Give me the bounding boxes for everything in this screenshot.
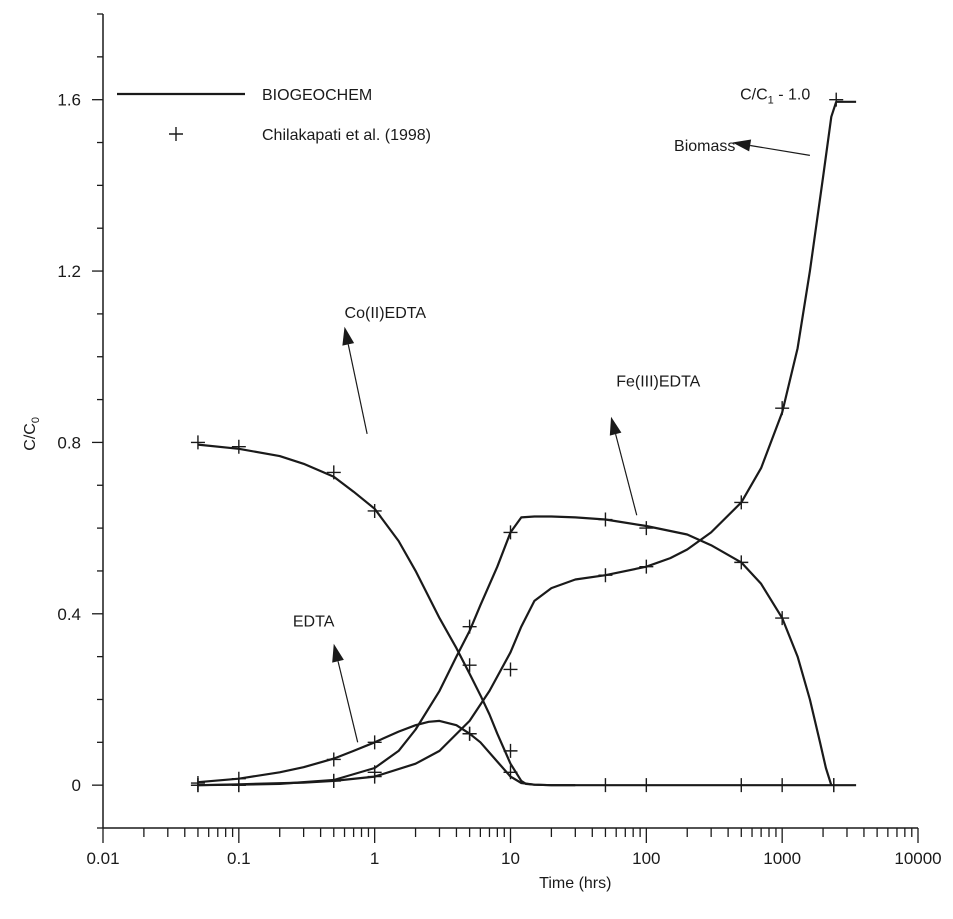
edta-arrow-head (332, 643, 344, 663)
y-tick-label: 1.2 (57, 262, 81, 281)
co-ii-edta-arrow-shaft (347, 344, 368, 434)
biomass-observed-point (829, 92, 844, 107)
model-curves (197, 100, 857, 787)
x-ticks: 0.01 0.1 1 10 100 1000 10000 (86, 828, 942, 868)
co-ii-edta-observed-point (367, 503, 382, 518)
co-ii-edta-annotation-label: Co(II)EDTA (345, 305, 427, 322)
fe-iii-edta-observed-point (734, 555, 749, 570)
x-tick-label: 1000 (763, 849, 801, 868)
legend-plus-marker (169, 127, 183, 141)
legend-item-model: BIOGEOCHEM (262, 87, 372, 104)
observed-points (190, 92, 844, 793)
edta-observed-point (598, 778, 613, 793)
co-ii-edta-arrow-head (342, 326, 355, 346)
biomass-observed-point (598, 568, 613, 583)
top-right-label-main: C/C (740, 87, 768, 104)
x-tick-label: 0.1 (227, 849, 251, 868)
x-tick-label: 0.01 (86, 849, 119, 868)
y-ticks: 0 0.4 0.8 1.2 1.6 (57, 13, 103, 829)
biomass-observed-point (639, 559, 654, 574)
co-ii-edta-observed-point (190, 435, 205, 450)
biomass-observed-point (367, 769, 382, 784)
biomass-model-curve (197, 100, 857, 787)
top-right-label-suffix: - 1.0 (774, 87, 811, 104)
fe-iii-edta-observed-point (503, 525, 518, 540)
co-ii-edta-observed-point (462, 658, 477, 673)
edta-annotation-label: EDTA (293, 614, 335, 631)
fe-iii-edta-model-curve (197, 515, 833, 787)
biomass-observed-point (190, 778, 205, 793)
x-tick-label: 1 (370, 849, 379, 868)
annotations: Co(II)EDTA Fe(III)EDTA EDTA Biomass (293, 138, 810, 743)
edta-observed-point (826, 778, 841, 793)
biomass-annotation-label: Biomass (674, 138, 735, 155)
fe-iii-edta-observed-point (639, 521, 654, 536)
biomass-arrow-shaft (750, 144, 810, 156)
fe-iii-edta-annotation-label: Fe(III)EDTA (616, 374, 700, 391)
biomass-arrow-head (732, 139, 752, 152)
y-tick-label: 0.4 (57, 605, 81, 624)
fe-iii-edta-observed-point (462, 619, 477, 634)
fe-iii-edta-arrow-head (609, 416, 622, 436)
co-ii-edta-model-curve (197, 443, 576, 787)
y-tick-label: 1.6 (57, 91, 81, 110)
co-ii-edta-observed-point (326, 465, 341, 480)
fe-iii-edta-observed-point (775, 611, 790, 626)
top-right-label: C/C1 - 1.0 (740, 87, 810, 107)
biomass-observed-point (231, 778, 246, 793)
legend-item-observed: Chilakapati et al. (1998) (262, 127, 431, 144)
co-ii-edta-observed-point (231, 439, 246, 454)
biomass-observed-point (775, 401, 790, 416)
edta-observed-point (775, 778, 790, 793)
edta-observed-point (503, 743, 518, 758)
edta-model-curve (197, 719, 857, 787)
x-axis-title: Time (hrs) (539, 875, 611, 892)
edta-observed-point (367, 735, 382, 750)
top-right-label-sub: 1 (768, 95, 774, 107)
fe-iii-edta-arrow-shaft (615, 433, 638, 516)
edta-observed-point (326, 752, 341, 767)
x-axis: 0.01 0.1 1 10 100 1000 10000 Time (hrs) (86, 827, 942, 892)
biomass-observed-point (326, 773, 341, 788)
y-tick-label: 0 (72, 776, 81, 795)
x-tick-label: 100 (632, 849, 660, 868)
y-axis-title-sub: 0 (30, 417, 42, 423)
y-axis: 00.40.81.21.6 C/C0 (22, 13, 104, 829)
co-ii-edta-observed-point (503, 765, 518, 780)
fe-iii-edta-observed-point (598, 512, 613, 527)
y-axis-title: C/C0 (22, 417, 42, 451)
legend-plus-swatch (169, 127, 183, 141)
edta-observed-point (639, 778, 654, 793)
x-tick-label: 10 (501, 849, 520, 868)
edta-arrow-shaft (337, 661, 359, 743)
biomass-observed-point (503, 662, 518, 677)
legend: BIOGEOCHEM Chilakapati et al. (1998) (117, 87, 431, 144)
x-tick-label: 10000 (894, 849, 941, 868)
edta-observed-point (734, 778, 749, 793)
biomass-observed-point (462, 726, 477, 741)
y-tick-label: 0.8 (57, 433, 81, 452)
y-axis-title-main: C/C (22, 423, 39, 451)
biomass-observed-point (734, 495, 749, 510)
